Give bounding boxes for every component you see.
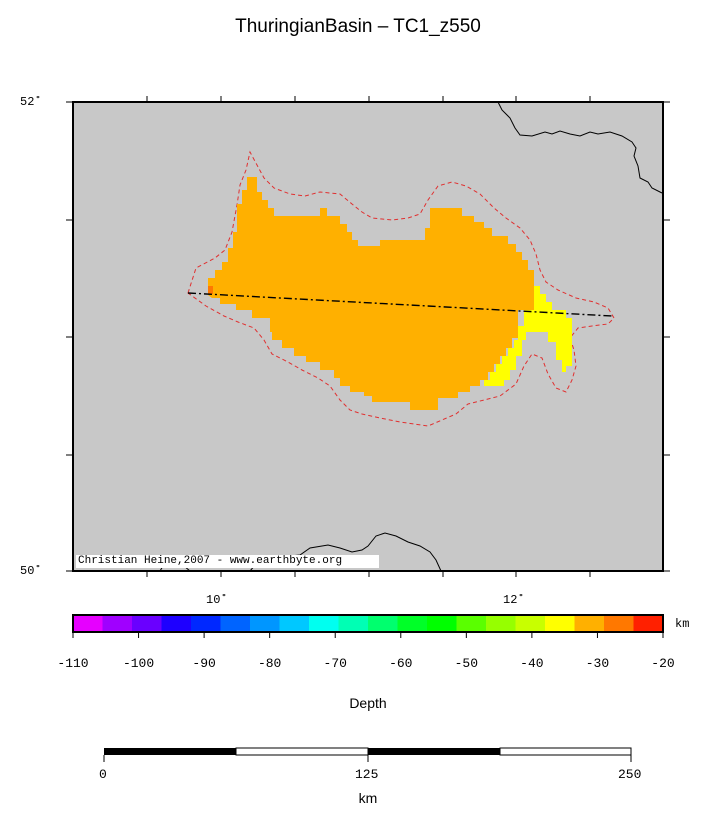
colorbar-tick-label: -80 bbox=[257, 656, 282, 671]
colorbar-tick-label: -100 bbox=[122, 656, 155, 671]
lat-label-52: 52˚ bbox=[20, 95, 42, 109]
colorbar-cell bbox=[338, 615, 369, 632]
colorbar-cell bbox=[486, 615, 516, 632]
colorbar-cell bbox=[250, 615, 280, 632]
colorbar-cell bbox=[279, 615, 310, 632]
scale-unit: km bbox=[358, 790, 378, 806]
colorbar-tick-label: -30 bbox=[585, 656, 610, 671]
colorbar-cell bbox=[161, 615, 192, 632]
colorbar-cell bbox=[191, 615, 221, 632]
lon-label-10: 10˚ bbox=[206, 593, 228, 607]
colorbar-cell bbox=[456, 615, 487, 632]
colorbar-tick-label: -110 bbox=[57, 656, 89, 671]
deep-cell bbox=[208, 286, 213, 294]
colorbar-tick-label: -90 bbox=[192, 656, 216, 671]
colorbar-cell bbox=[73, 615, 103, 632]
credit-text: Christian Heine,2007 - www.earthbyte.org bbox=[78, 555, 343, 567]
coastline-north bbox=[497, 101, 663, 194]
basin-shallow-region bbox=[484, 286, 572, 386]
colorbar-tick-label: -40 bbox=[520, 656, 544, 671]
colorbar-tick-label: -60 bbox=[389, 656, 413, 671]
map-title: ThuringianBasin – TC1_z550 bbox=[235, 16, 481, 37]
lon-label-12: 12˚ bbox=[503, 593, 525, 607]
colorbar-tick-label: -50 bbox=[454, 656, 479, 671]
colorbar-cell bbox=[574, 615, 605, 632]
colorbar-cell bbox=[220, 615, 251, 632]
scale-label-250: 250 bbox=[618, 767, 642, 782]
scale-label-125: 125 bbox=[355, 767, 379, 782]
colorbar-cell bbox=[368, 615, 398, 632]
colorbar-cell bbox=[545, 615, 575, 632]
colorbar-cell bbox=[427, 615, 457, 632]
colorbar-cell bbox=[397, 615, 428, 632]
colorbar-cells bbox=[73, 615, 664, 632]
colorbar-ticks bbox=[72, 632, 664, 638]
colorbar-cell bbox=[102, 615, 133, 632]
basin-outline-contour bbox=[187, 150, 615, 427]
frame-ticks bbox=[66, 96, 670, 577]
basin-depth-region bbox=[208, 177, 534, 410]
colorbar-cell bbox=[515, 615, 546, 632]
colorbar-frame bbox=[72, 614, 664, 633]
colorbar-cell bbox=[309, 615, 339, 632]
colorbar-title: Depth bbox=[349, 695, 387, 711]
colorbar-cell bbox=[633, 615, 664, 632]
lat-label-50: 50˚ bbox=[20, 564, 42, 578]
scale-bar bbox=[103, 747, 632, 762]
colorbar-unit: km bbox=[675, 617, 690, 631]
colorbar-cell bbox=[604, 615, 634, 632]
colorbar-cell bbox=[132, 615, 162, 632]
colorbar-tick-label: -70 bbox=[323, 656, 347, 671]
scale-label-0: 0 bbox=[99, 767, 107, 782]
colorbar-tick-label: -20 bbox=[651, 656, 675, 671]
credit-box bbox=[76, 555, 379, 568]
profile-line bbox=[187, 292, 613, 317]
